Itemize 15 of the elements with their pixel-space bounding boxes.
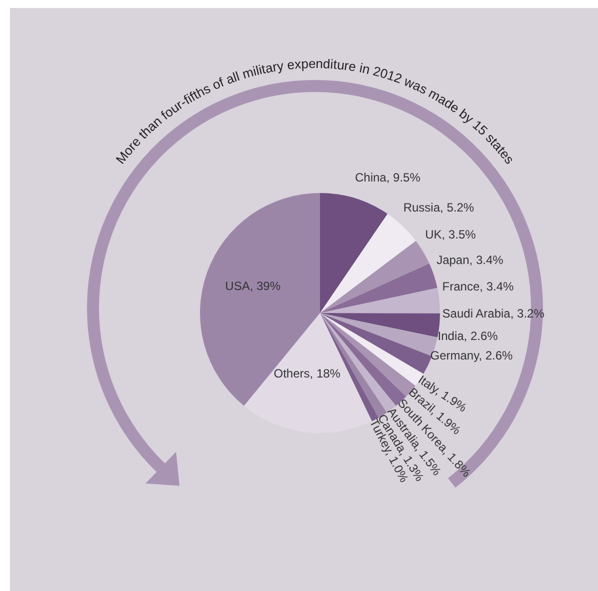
slice-label: Germany, 2.6% xyxy=(430,348,514,363)
slice-label: USA, 39% xyxy=(225,278,281,293)
pie-slice xyxy=(244,313,372,433)
slice-label: Saudi Arabia, 3.2% xyxy=(442,306,545,320)
pie-slice xyxy=(320,240,430,313)
slice-label: China, 9.5% xyxy=(355,170,421,185)
slice-label: India, 2.6% xyxy=(438,329,498,344)
slice-label: UK, 3.5% xyxy=(425,228,476,242)
slice-label: Others, 18% xyxy=(274,366,341,381)
pie-slice xyxy=(320,264,438,313)
slice-label: France, 3.4% xyxy=(442,280,514,294)
pie-slice xyxy=(320,193,388,313)
pie-slice xyxy=(320,313,440,338)
slice-label: Russia, 5.2% xyxy=(403,200,474,214)
slice-label: Japan, 3.4% xyxy=(436,252,504,267)
